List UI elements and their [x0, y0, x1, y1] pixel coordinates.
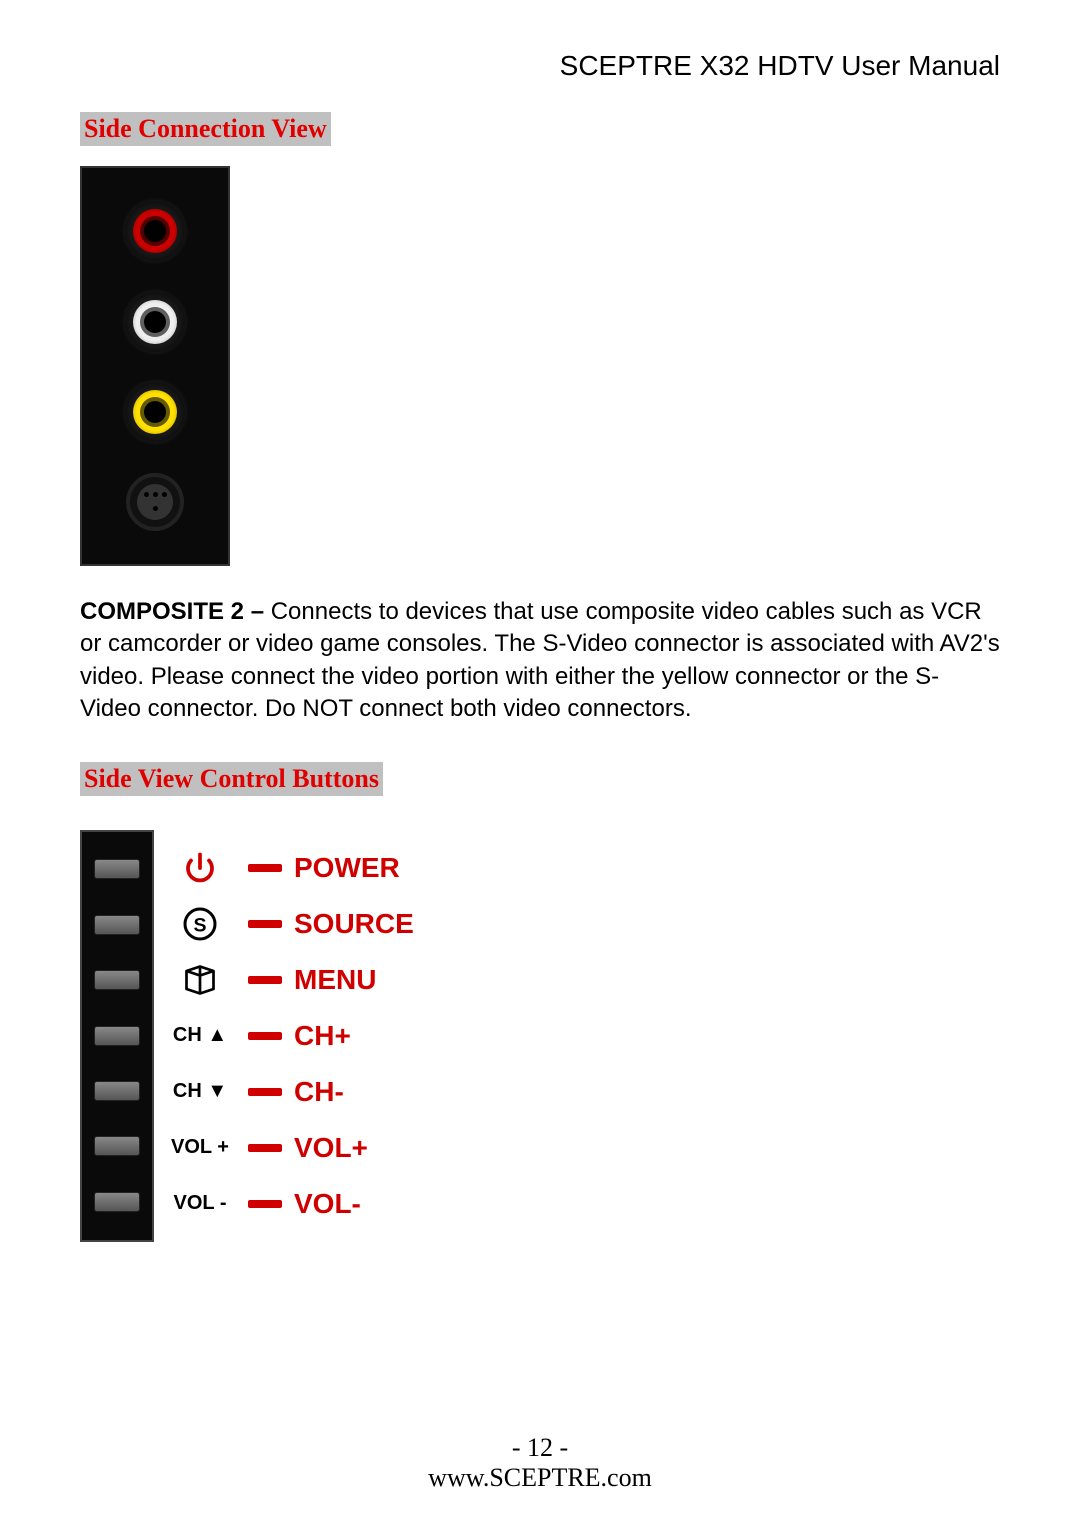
rca-jack-yellow	[125, 382, 185, 442]
control-buttons-diagram: POWER S SOURCE MENU CH ▲ C	[80, 830, 1000, 1242]
device-label-chup: CH ▲	[164, 1024, 236, 1047]
label-chdown: CH-	[294, 1076, 344, 1108]
button-label-column: POWER S SOURCE MENU CH ▲ C	[154, 830, 414, 1242]
physical-button-strip	[80, 830, 154, 1242]
device-label-chdown: CH ▼	[164, 1080, 236, 1103]
label-power: POWER	[294, 852, 400, 884]
arrow-dash	[248, 1200, 282, 1208]
power-icon	[164, 850, 236, 886]
rca-jack-red	[125, 201, 185, 261]
label-menu: MENU	[294, 964, 376, 996]
physical-button	[94, 970, 140, 990]
label-source: SOURCE	[294, 908, 414, 940]
button-row-power: POWER	[164, 840, 414, 896]
physical-button	[94, 1081, 140, 1101]
composite-description: COMPOSITE 2 – Connects to devices that u…	[80, 596, 1000, 726]
arrow-dash	[248, 920, 282, 928]
button-row-volup: VOL + VOL+	[164, 1120, 414, 1176]
composite-lead: COMPOSITE 2 –	[80, 598, 271, 625]
rca-jack-white	[125, 292, 185, 352]
menu-icon	[164, 962, 236, 998]
physical-button	[94, 915, 140, 935]
button-row-menu: MENU	[164, 952, 414, 1008]
device-label-volup: VOL +	[164, 1136, 236, 1159]
side-connection-panel	[80, 166, 230, 566]
label-voldown: VOL-	[294, 1188, 361, 1220]
physical-button	[94, 1192, 140, 1212]
page-number: - 12 -	[0, 1433, 1080, 1463]
label-chup: CH+	[294, 1020, 351, 1052]
arrow-dash	[248, 1032, 282, 1040]
arrow-dash	[248, 1088, 282, 1096]
arrow-dash	[248, 1144, 282, 1152]
physical-button	[94, 859, 140, 879]
document-title: SCEPTRE X32 HDTV User Manual	[80, 50, 1000, 82]
svg-text:S: S	[193, 914, 206, 936]
website-url: www.SCEPTRE.com	[0, 1463, 1080, 1493]
arrow-dash	[248, 864, 282, 872]
arrow-dash	[248, 976, 282, 984]
page-footer: - 12 - www.SCEPTRE.com	[0, 1433, 1080, 1493]
button-row-chdown: CH ▼ CH-	[164, 1064, 414, 1120]
source-icon: S	[164, 906, 236, 942]
physical-button	[94, 1026, 140, 1046]
section-heading-connection: Side Connection View	[80, 112, 331, 146]
button-row-chup: CH ▲ CH+	[164, 1008, 414, 1064]
button-row-voldown: VOL - VOL-	[164, 1176, 414, 1232]
section-heading-controls: Side View Control Buttons	[80, 762, 383, 796]
label-volup: VOL+	[294, 1132, 368, 1164]
physical-button	[94, 1136, 140, 1156]
device-label-voldown: VOL -	[164, 1192, 236, 1215]
button-row-source: S SOURCE	[164, 896, 414, 952]
svideo-jack	[126, 473, 184, 531]
